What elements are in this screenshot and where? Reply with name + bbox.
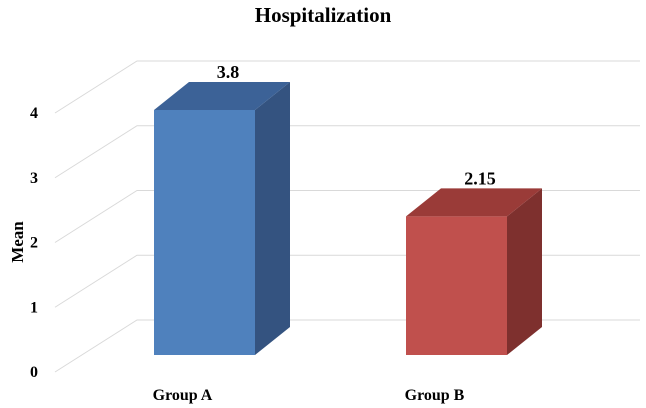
gridline (54, 60, 640, 114)
data-label: 3.8 (217, 62, 240, 82)
bar-top (406, 188, 542, 217)
y-axis-label: Mean (8, 221, 27, 263)
y-tick-label: 0 (30, 364, 38, 381)
bar-front (154, 110, 255, 355)
bar-top (154, 82, 290, 110)
gridlines (54, 60, 640, 373)
bar-side (255, 82, 290, 355)
gridline (54, 125, 640, 179)
y-tick-label: 3 (30, 170, 38, 187)
bar-side (507, 188, 542, 355)
gridline (54, 254, 640, 308)
bars: 3.8 2.15 (154, 62, 542, 355)
gridline (54, 319, 640, 373)
gridline (54, 190, 640, 243)
x-tick-labels: Group A Group B (153, 387, 465, 404)
bar-front (406, 216, 507, 355)
data-label: 2.15 (464, 168, 496, 188)
x-tick-label: Group A (153, 387, 213, 404)
y-tick-label: 2 (30, 235, 38, 252)
y-tick-labels: 0 1 2 3 4 (30, 105, 38, 381)
x-tick-label: Group B (405, 387, 465, 404)
y-tick-label: 1 (30, 299, 38, 316)
y-tick-label: 4 (30, 105, 38, 122)
bar-group-a: 3.8 (154, 62, 290, 355)
chart-title: Hospitalization (254, 3, 392, 27)
bar-group-b: 2.15 (406, 168, 542, 355)
